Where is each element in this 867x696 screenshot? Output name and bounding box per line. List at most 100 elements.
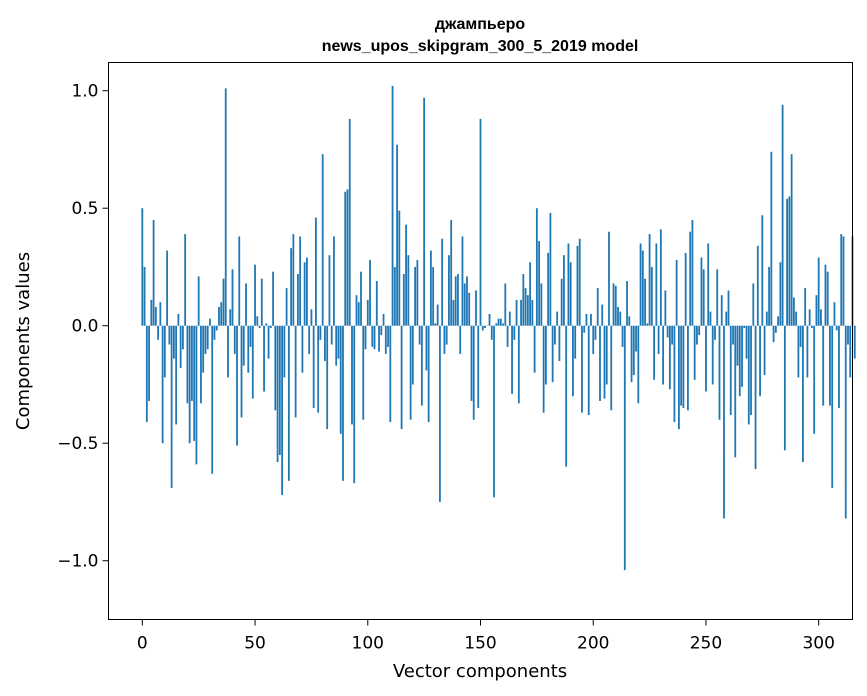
bar-303 (824, 264, 827, 326)
bar-162 (506, 325, 509, 347)
bar-6 (154, 306, 157, 326)
bar-117 (405, 224, 407, 326)
bar-313 (847, 325, 849, 345)
bar-181 (549, 212, 552, 326)
bar-220 (637, 325, 640, 404)
bar-304 (826, 271, 829, 326)
bar-196 (583, 325, 586, 333)
bar-291 (797, 325, 800, 378)
x-axis-label: Vector components (393, 661, 567, 682)
bar-192 (574, 325, 577, 359)
bar-252 (709, 311, 712, 326)
bar-31 (211, 325, 214, 474)
bar-102 (371, 325, 374, 347)
bar-137 (450, 219, 453, 326)
bar-270 (750, 325, 752, 416)
bar-188 (565, 325, 568, 467)
bar-286 (786, 198, 789, 326)
bar-49 (251, 325, 254, 399)
bar-237 (675, 259, 678, 326)
bar-305 (829, 325, 831, 406)
bar-60 (276, 325, 279, 463)
bar-302 (822, 325, 825, 406)
bar-85 (333, 236, 335, 326)
bar-296 (808, 309, 811, 326)
bar-199 (590, 313, 592, 326)
bar-156 (493, 325, 495, 498)
x-tick-label-250: 250 (690, 634, 722, 654)
bar-245 (693, 325, 696, 380)
bar-186 (560, 278, 563, 326)
bar-141 (459, 325, 462, 354)
bar-276 (763, 325, 766, 376)
bar-193 (576, 245, 579, 326)
bar-40 (231, 269, 234, 326)
bar-115 (400, 325, 403, 430)
bar-244 (691, 219, 694, 326)
bar-8 (159, 302, 162, 326)
bar-12 (168, 325, 171, 345)
bar-80 (321, 154, 324, 326)
bar-25 (197, 276, 200, 326)
bar-210 (614, 285, 617, 326)
bar-36 (222, 278, 225, 326)
bar-119 (409, 325, 412, 420)
bar-217 (630, 325, 633, 383)
bar-310 (840, 234, 843, 326)
bar-239 (680, 325, 683, 406)
bar-184 (556, 311, 559, 326)
bar-225 (648, 234, 651, 326)
bar-198 (587, 325, 590, 416)
bar-293 (802, 325, 804, 463)
bar-197 (585, 313, 588, 326)
bar-68 (294, 325, 297, 418)
bar-124 (420, 325, 423, 406)
bar-44 (240, 325, 243, 418)
bar-289 (792, 297, 795, 326)
bar-16 (177, 313, 180, 326)
bar-81 (324, 325, 326, 361)
bar-52 (258, 325, 261, 329)
bar-155 (490, 325, 493, 340)
bar-152 (484, 325, 486, 329)
bar-285 (783, 325, 786, 451)
bar-206 (605, 325, 608, 385)
bar-227 (653, 325, 655, 380)
bar-46 (245, 283, 247, 326)
bar-148 (475, 290, 477, 326)
bar-118 (407, 255, 410, 326)
bar-67 (292, 234, 295, 326)
bar-126 (425, 325, 428, 371)
bar-2 (145, 325, 148, 423)
bar-10 (163, 325, 166, 378)
bar-257 (720, 295, 723, 326)
bar-175 (535, 208, 538, 326)
bar-77 (315, 217, 317, 326)
bar-98 (362, 325, 365, 420)
bar-75 (310, 309, 313, 326)
bar-249 (702, 269, 705, 326)
bar-194 (578, 238, 581, 326)
bar-174 (533, 325, 536, 373)
bar-295 (806, 325, 809, 378)
bar-176 (538, 241, 541, 326)
bar-73 (306, 257, 308, 326)
bar-33 (215, 325, 218, 331)
bar-163 (508, 311, 511, 326)
bar-158 (497, 318, 500, 326)
bar-110 (389, 325, 392, 423)
bar-264 (736, 325, 739, 366)
bar-261 (729, 325, 732, 416)
bar-195 (581, 325, 583, 413)
bar-240 (682, 325, 685, 408)
bar-200 (592, 325, 595, 354)
bar-83 (328, 255, 331, 326)
bar-170 (524, 288, 527, 326)
bar-37 (224, 88, 227, 326)
bar-89 (342, 325, 344, 481)
bar-129 (432, 266, 435, 326)
bar-300 (817, 257, 820, 326)
bar-154 (488, 313, 491, 326)
bar-294 (804, 288, 807, 326)
bar-167 (517, 325, 520, 404)
